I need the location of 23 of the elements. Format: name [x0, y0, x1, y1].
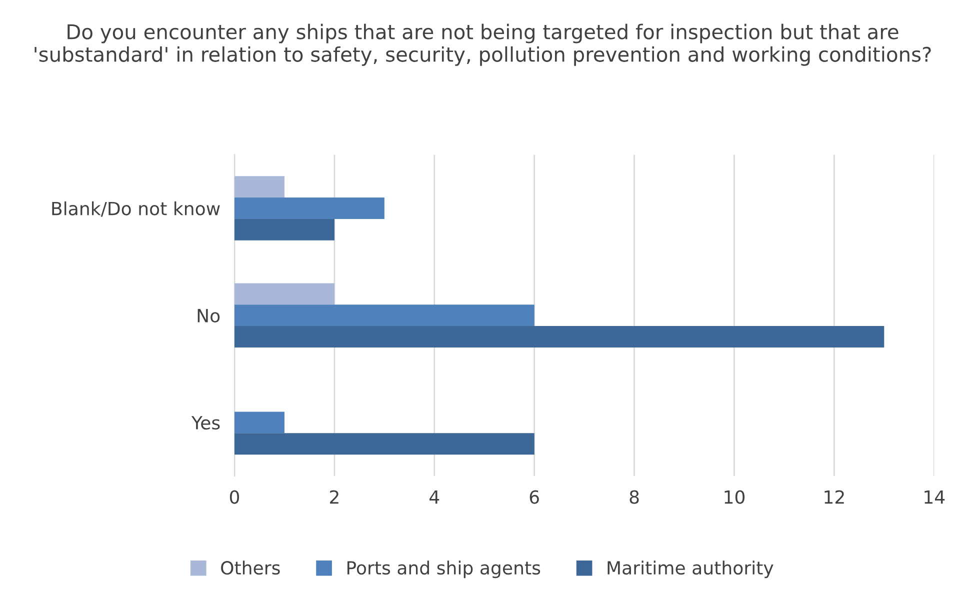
bar — [234, 283, 334, 305]
x-tick-label: 10 — [724, 490, 745, 504]
bar — [234, 218, 334, 240]
y-tick-label: No — [198, 309, 220, 322]
x-tick-label: 4 — [430, 490, 440, 504]
y-tick-label: Yes — [191, 416, 220, 430]
bar — [234, 412, 284, 434]
chart-title: Do you encounter any ships that are not being targeted for inspection but that are 'substandard' in relation to safety, security, pollution prevention and working conditions? — [34, 24, 931, 66]
bar — [234, 433, 534, 455]
legend-label: Maritime authority — [608, 560, 774, 578]
x-tick-label: 12 — [824, 490, 844, 504]
x-tick-label: 6 — [530, 490, 539, 504]
x-tick-label: 2 — [330, 490, 338, 504]
bar — [234, 304, 534, 326]
x-tick-label: 14 — [924, 490, 945, 504]
x-tick-label: 8 — [630, 490, 639, 504]
bar — [234, 326, 884, 348]
bar — [234, 198, 384, 219]
y-tick-label: Blank/Do not know — [52, 201, 220, 217]
x-tick-label: 0 — [230, 490, 240, 504]
legend-label: Others — [221, 560, 280, 575]
legend-label: Ports and ship agents — [347, 560, 540, 578]
bar — [234, 176, 284, 198]
